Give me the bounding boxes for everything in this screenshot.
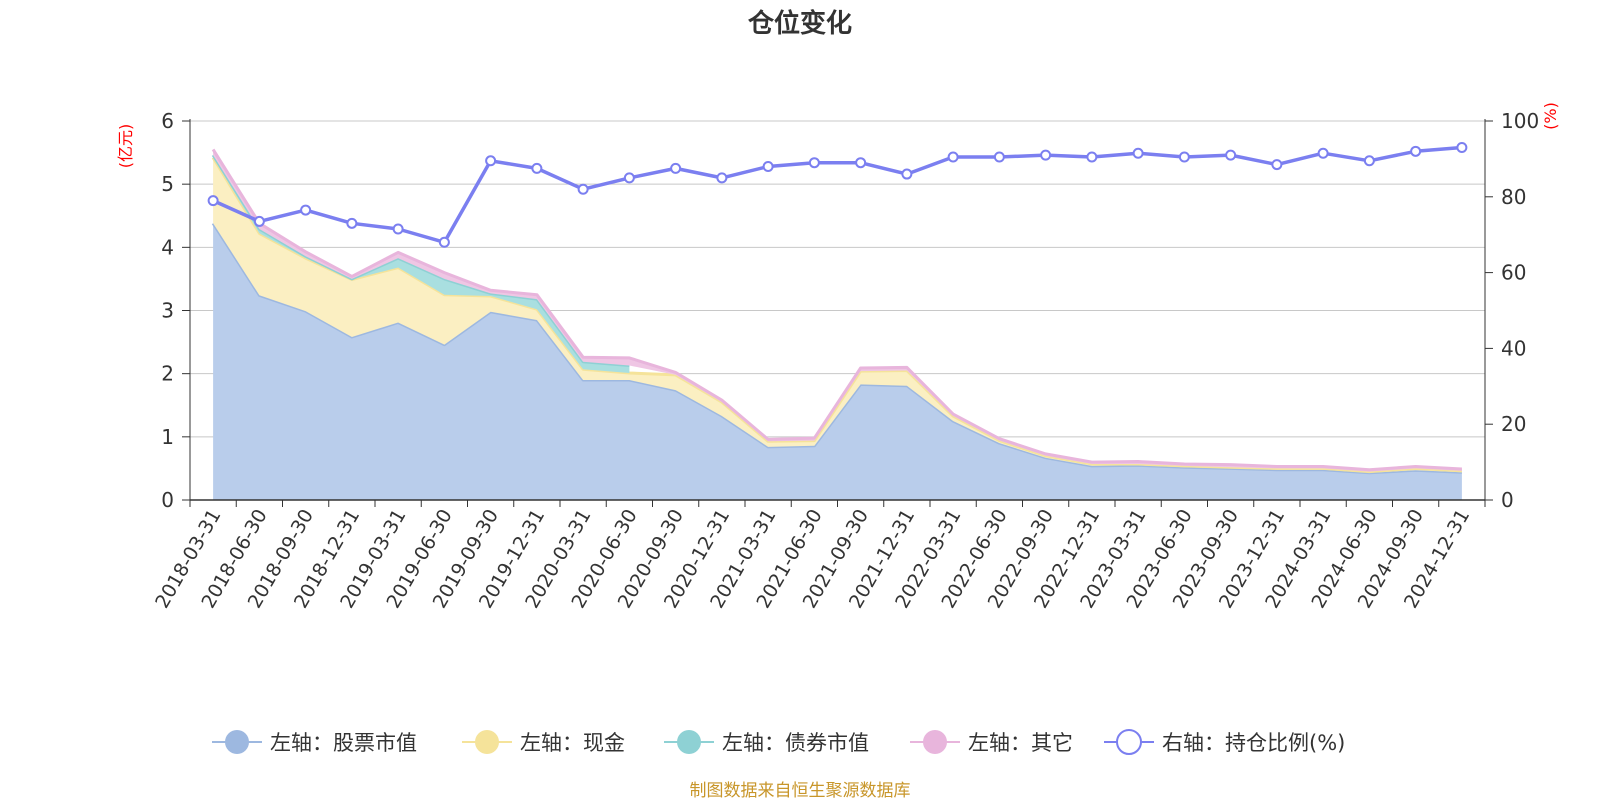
holding-ratio-point <box>1271 159 1283 171</box>
chart-title: 仓位变化 <box>747 8 852 39</box>
holding-ratio-point <box>438 236 450 248</box>
line-左轴：其它 <box>211 148 1462 472</box>
legend-item: 左轴：股票市值 <box>212 730 417 755</box>
holding-ratio-point <box>531 162 543 174</box>
area-左轴：股票市值 <box>213 223 1462 501</box>
legend-item: 左轴：债券市值 <box>664 730 869 755</box>
legend-marker <box>677 730 701 754</box>
legend-marker <box>1116 729 1142 755</box>
right-tick-label: 100 <box>1501 109 1539 133</box>
legend-item: 左轴：现金 <box>462 730 625 755</box>
legend-marker <box>225 730 249 754</box>
holding-ratio-point <box>485 155 497 167</box>
legend-label: 右轴：持仓比例(%) <box>1162 731 1345 755</box>
left-tick-label: 6 <box>161 109 174 133</box>
holding-ratio-point <box>577 183 589 195</box>
legend-marker <box>923 730 947 754</box>
right-axis-unit: (%) <box>1541 102 1560 130</box>
legend-item: 左轴：其它 <box>910 730 1073 755</box>
legend-label: 左轴：股票市值 <box>270 731 417 755</box>
left-tick-label: 1 <box>161 425 174 449</box>
left-axis-unit: (亿元) <box>116 124 135 169</box>
holding-ratio-point <box>901 168 913 180</box>
holding-ratio-point <box>947 151 959 163</box>
data-source-note: 制图数据来自恒生聚源数据库 <box>690 781 911 800</box>
right-tick-label: 0 <box>1501 488 1514 512</box>
holding-ratio-point <box>1040 149 1052 161</box>
left-tick-label: 2 <box>161 362 174 386</box>
left-tick-label: 0 <box>161 488 174 512</box>
right-tick-label: 60 <box>1501 261 1526 285</box>
holding-ratio-point <box>1317 147 1329 159</box>
holding-ratio-point <box>300 204 312 216</box>
holding-ratio-point <box>1086 151 1098 163</box>
holding-ratio-point <box>1132 147 1144 159</box>
left-tick-label: 5 <box>161 172 174 196</box>
holding-ratio-point <box>670 162 682 174</box>
holding-ratio-point <box>855 157 867 169</box>
holding-ratio-point <box>253 215 265 227</box>
holding-ratio-point <box>346 217 358 229</box>
legend-label: 左轴：债券市值 <box>722 731 869 755</box>
holding-ratio-path <box>212 145 1463 245</box>
holding-ratio-point <box>993 151 1005 163</box>
holding-ratio-point <box>623 172 635 184</box>
holding-ratio-point <box>808 157 820 169</box>
legend-marker <box>475 730 499 754</box>
area-series <box>211 148 1462 501</box>
holding-ratio-point <box>1410 145 1422 157</box>
legend-label: 左轴：其它 <box>968 731 1073 755</box>
right-tick-label: 80 <box>1501 185 1526 209</box>
holding-ratio-point <box>1178 151 1190 163</box>
holding-ratio-point <box>207 195 219 207</box>
holding-ratio-point <box>392 223 404 235</box>
holding-ratio-point <box>762 160 774 172</box>
left-tick-label: 4 <box>161 235 174 259</box>
holding-ratio-point <box>716 172 728 184</box>
right-tick-label: 20 <box>1501 412 1526 436</box>
legend-item: 右轴：持仓比例(%) <box>1104 729 1345 755</box>
holding-ratio-point <box>1225 149 1237 161</box>
area-左轴：现金 <box>213 157 1462 473</box>
right-tick-label: 40 <box>1501 336 1526 360</box>
legend: 左轴：股票市值 左轴：现金 左轴：债券市值 左轴：其它 右轴：持仓比例(%) <box>212 729 1345 755</box>
holding-ratio-point <box>1363 155 1375 167</box>
holding-ratio-line <box>207 142 1468 248</box>
left-tick-label: 3 <box>161 299 174 323</box>
holding-ratio-point <box>1456 142 1468 154</box>
legend-label: 左轴：现金 <box>520 731 625 755</box>
